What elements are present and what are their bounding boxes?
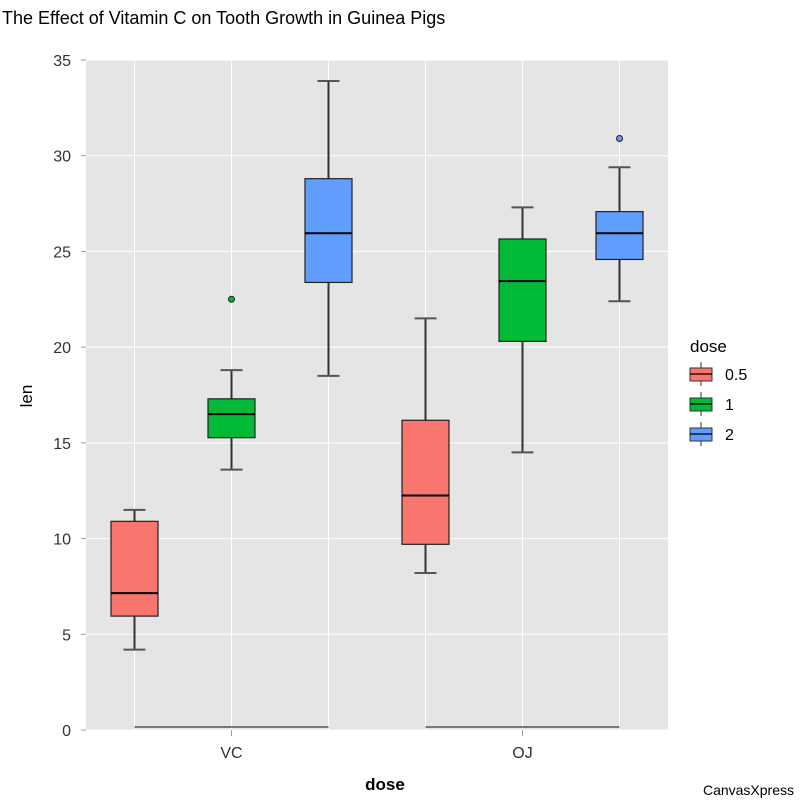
y-tick-label: 30 (53, 149, 71, 166)
x-axis: VC OJ (220, 730, 533, 762)
box-iqr (304, 178, 353, 284)
box-iqr (110, 520, 159, 617)
credit-label: CanvasXpress (703, 782, 794, 798)
legend-item-0.5: 0.5 (689, 362, 747, 386)
boxplot-oj-0.5 (401, 317, 450, 575)
y-tick-label: 5 (62, 627, 71, 644)
legend-item-2: 2 (689, 422, 734, 446)
boxplot-oj-2 (595, 134, 644, 303)
legend: dose 0.5 1 2 (689, 337, 747, 446)
boxplot-vc-1 (207, 295, 256, 471)
y-tick-label: 20 (53, 340, 71, 357)
box-iqr (207, 398, 256, 439)
plot-background (86, 60, 668, 730)
boxplots (110, 80, 644, 651)
legend-item-1: 1 (689, 392, 734, 416)
x-tick-label: VC (220, 745, 242, 762)
legend-label: 1 (725, 397, 734, 414)
outlier-point (228, 295, 235, 303)
legend-label: 0.5 (725, 367, 747, 384)
y-axis: 0 5 10 15 20 25 30 35 (53, 53, 86, 740)
boxplot-vc-0.5 (110, 508, 159, 651)
x-axis-title: dose (365, 775, 405, 794)
y-tick-label: 0 (62, 723, 71, 740)
y-axis-title: len (17, 385, 36, 408)
legend-title: dose (690, 337, 727, 356)
x-tick-label: OJ (512, 745, 532, 762)
outlier-point (616, 134, 623, 142)
y-tick-label: 35 (53, 53, 71, 70)
box-iqr (498, 238, 547, 343)
y-tick-label: 10 (53, 532, 71, 549)
boxplot-oj-1 (498, 206, 547, 454)
chart-title: The Effect of Vitamin C on Tooth Growth … (2, 8, 445, 28)
y-tick-label: 15 (53, 436, 71, 453)
boxplot-vc-2 (304, 80, 353, 377)
legend-label: 2 (725, 427, 734, 444)
box-iqr (595, 211, 644, 261)
y-tick-label: 25 (53, 244, 71, 261)
box-iqr (401, 419, 450, 545)
